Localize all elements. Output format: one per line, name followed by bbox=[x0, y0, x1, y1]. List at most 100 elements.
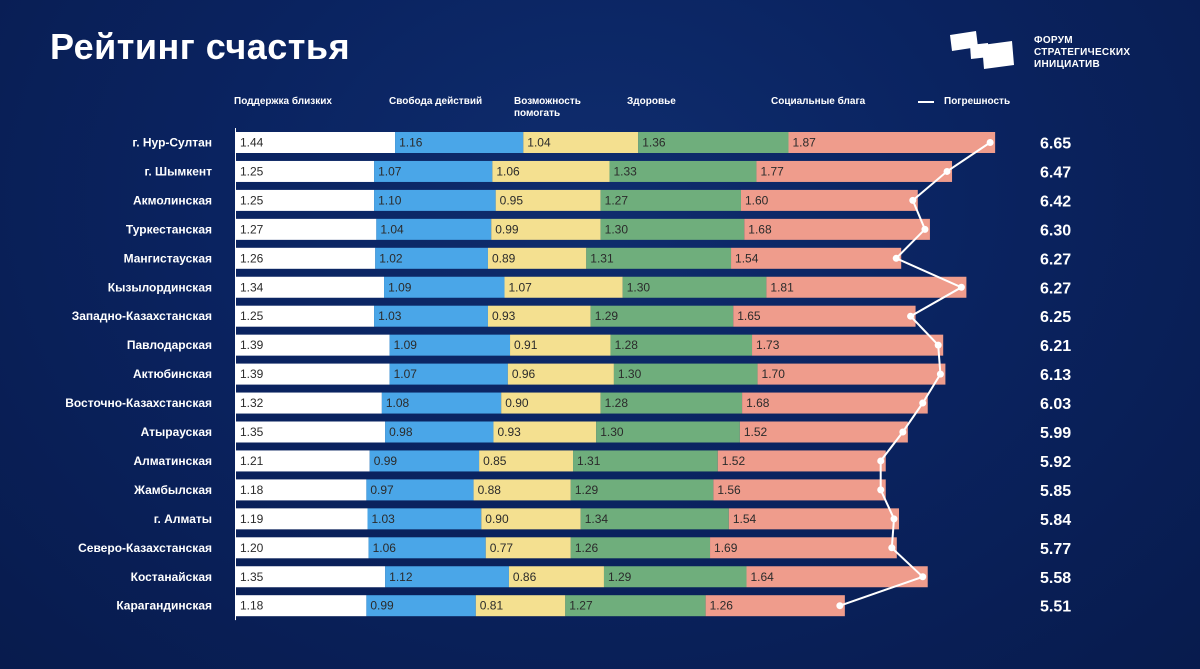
bar-segment-support bbox=[236, 537, 369, 559]
bar-segment-social bbox=[746, 566, 928, 588]
bar-segment-social bbox=[766, 276, 967, 298]
bar-segment-health bbox=[580, 508, 729, 530]
error-marker bbox=[943, 167, 951, 175]
data-label-social: 1.54 bbox=[735, 251, 759, 265]
data-label-freedom: 1.12 bbox=[389, 570, 413, 584]
bar-segment-freedom bbox=[385, 421, 494, 443]
row-label: Акмолинская bbox=[133, 193, 212, 207]
data-label-social: 1.26 bbox=[710, 599, 734, 613]
data-label-health: 1.28 bbox=[615, 338, 639, 352]
row-label: Мангистауская bbox=[124, 251, 212, 265]
data-label-freedom: 1.07 bbox=[378, 164, 402, 178]
data-label-social: 1.87 bbox=[793, 136, 817, 150]
row-label: Туркестанская bbox=[126, 222, 212, 236]
bar-segment-freedom bbox=[366, 479, 474, 501]
data-label-freedom: 1.08 bbox=[386, 396, 410, 410]
bar-segment-health bbox=[603, 566, 747, 588]
error-marker bbox=[877, 486, 885, 494]
bar-segment-support bbox=[236, 160, 375, 182]
bar-segment-support bbox=[236, 276, 385, 298]
bar-segment-health bbox=[638, 132, 789, 153]
data-label-social: 1.52 bbox=[722, 454, 746, 468]
bar-segment-freedom bbox=[376, 218, 492, 240]
logo-line-1: ФОРУМ bbox=[1034, 35, 1073, 46]
row-label: Актюбинская bbox=[133, 367, 212, 381]
bar-segment-help bbox=[495, 189, 601, 211]
row-label: Алматинская bbox=[133, 454, 212, 468]
data-label-health: 1.29 bbox=[608, 570, 632, 584]
bar-segment-support bbox=[236, 334, 390, 356]
bar-segment-health bbox=[609, 160, 757, 182]
total-value: 6.65 bbox=[1040, 136, 1071, 153]
bar-segment-social bbox=[705, 595, 845, 617]
data-label-health: 1.30 bbox=[600, 425, 624, 439]
total-value: 6.13 bbox=[1040, 367, 1071, 384]
total-value: 6.42 bbox=[1040, 193, 1071, 210]
data-label-freedom: 1.06 bbox=[373, 541, 397, 555]
error-marker bbox=[877, 457, 885, 465]
data-label-social: 1.60 bbox=[745, 193, 769, 207]
bar-segment-social bbox=[710, 537, 897, 559]
bar-segment-social bbox=[744, 218, 930, 240]
data-label-social: 1.68 bbox=[748, 222, 772, 236]
bar-segment-help bbox=[507, 363, 614, 385]
data-label-support: 1.27 bbox=[240, 222, 264, 236]
row-label: Северо-Казахстанская bbox=[78, 541, 212, 555]
data-label-support: 1.35 bbox=[240, 570, 264, 584]
data-label-health: 1.31 bbox=[590, 251, 614, 265]
bar-segment-social bbox=[717, 450, 886, 472]
data-label-freedom: 1.10 bbox=[378, 193, 402, 207]
row-label: г. Шымкент bbox=[145, 164, 213, 178]
bar-segment-help bbox=[501, 392, 601, 414]
data-label-support: 1.32 bbox=[240, 396, 264, 410]
bar-segment-freedom bbox=[368, 537, 486, 559]
data-label-support: 1.18 bbox=[240, 483, 264, 497]
total-value: 6.21 bbox=[1040, 338, 1071, 355]
row-label: г. Алматы bbox=[154, 512, 212, 526]
bar-segment-help bbox=[487, 247, 587, 269]
row-label: г. Нур-Султан bbox=[132, 136, 212, 150]
bar-segment-freedom bbox=[385, 566, 509, 588]
bar-segment-freedom bbox=[384, 276, 505, 298]
bar-segment-help bbox=[473, 479, 571, 501]
data-label-freedom: 1.03 bbox=[378, 309, 402, 323]
data-label-freedom: 0.99 bbox=[370, 599, 394, 613]
bar-segment-support bbox=[236, 305, 375, 327]
data-label-help: 0.86 bbox=[513, 570, 537, 584]
data-label-freedom: 0.99 bbox=[374, 454, 398, 468]
row-label: Кызылординская bbox=[108, 280, 212, 294]
bar-segment-support bbox=[236, 508, 368, 530]
total-value: 6.47 bbox=[1040, 164, 1071, 181]
forum-logo: ФОРУМ СТРАТЕГИЧЕСКИХ ИНИЦИАТИВ bbox=[948, 27, 1168, 77]
page-title: Рейтинг счастья bbox=[50, 26, 351, 67]
data-label-help: 0.81 bbox=[480, 599, 504, 613]
bar-segment-health bbox=[573, 450, 718, 472]
row-label: Атырауская bbox=[141, 425, 212, 439]
row-label: Восточно-Казахстанская bbox=[65, 396, 212, 410]
bar-segment-support bbox=[236, 218, 377, 240]
bar-segment-support bbox=[236, 479, 367, 501]
bar-segment-social bbox=[739, 421, 908, 443]
legend-support: Поддержка близких bbox=[234, 96, 332, 107]
error-marker bbox=[890, 515, 898, 523]
data-label-support: 1.39 bbox=[240, 367, 264, 381]
row-label: Павлодарская bbox=[127, 338, 212, 352]
data-label-help: 0.89 bbox=[492, 251, 516, 265]
data-label-health: 1.29 bbox=[575, 483, 599, 497]
data-label-health: 1.27 bbox=[605, 193, 629, 207]
data-label-health: 1.30 bbox=[605, 222, 629, 236]
data-label-help: 0.93 bbox=[492, 309, 516, 323]
row-label: Западно-Казахстанская bbox=[72, 309, 212, 323]
data-label-freedom: 1.04 bbox=[380, 222, 404, 236]
error-marker bbox=[934, 341, 942, 349]
total-value: 6.25 bbox=[1040, 309, 1071, 326]
bar-segment-freedom bbox=[389, 363, 508, 385]
data-label-health: 1.33 bbox=[613, 164, 637, 178]
bar-segment-health bbox=[622, 276, 767, 298]
bar-segment-social bbox=[733, 305, 916, 327]
total-value: 5.92 bbox=[1040, 454, 1071, 471]
bar-segment-social bbox=[731, 247, 902, 269]
data-label-support: 1.25 bbox=[240, 193, 264, 207]
data-label-health: 1.26 bbox=[575, 541, 599, 555]
